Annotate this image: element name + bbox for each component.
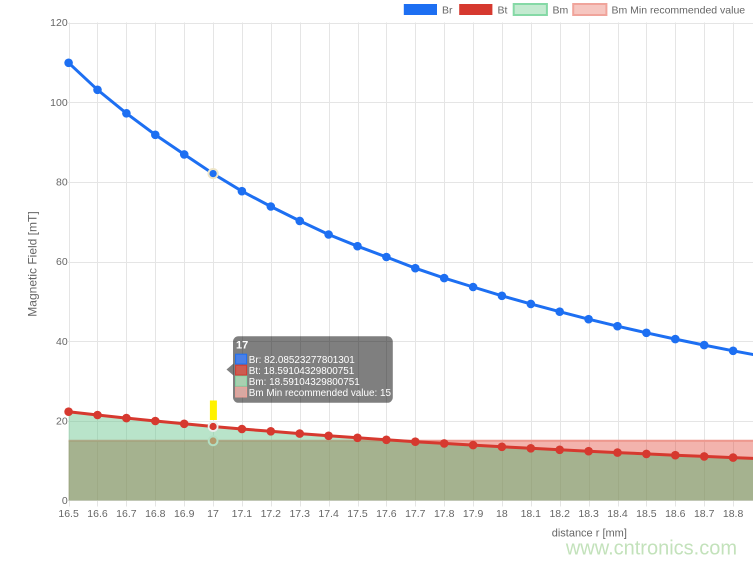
svg-text:17.9: 17.9 xyxy=(463,508,484,520)
svg-text:16.6: 16.6 xyxy=(87,508,108,520)
svg-text:Bm Min recommended value: Bm Min recommended value xyxy=(612,5,746,17)
svg-text:16.7: 16.7 xyxy=(116,508,137,520)
svg-text:distance r [mm]: distance r [mm] xyxy=(552,528,627,540)
svg-text:18.1: 18.1 xyxy=(521,508,542,520)
svg-text:17.1: 17.1 xyxy=(232,508,253,520)
svg-text:17.6: 17.6 xyxy=(376,508,397,520)
svg-text:Bm: Bm xyxy=(553,5,569,17)
svg-text:17.4: 17.4 xyxy=(318,508,339,520)
svg-text:60: 60 xyxy=(56,256,68,268)
svg-text:120: 120 xyxy=(50,17,68,29)
svg-text:0: 0 xyxy=(62,495,68,507)
svg-text:18.7: 18.7 xyxy=(694,508,715,520)
svg-text:18.4: 18.4 xyxy=(607,508,628,520)
svg-text:Bt: Bt xyxy=(498,5,508,17)
svg-text:17.5: 17.5 xyxy=(347,508,368,520)
svg-text:18.5: 18.5 xyxy=(636,508,657,520)
svg-text:18.8: 18.8 xyxy=(723,508,744,520)
svg-text:Br: Br xyxy=(442,5,453,17)
svg-text:16.9: 16.9 xyxy=(174,508,195,520)
svg-text:18.2: 18.2 xyxy=(549,508,570,520)
svg-text:Bm: 18.59104329800751: Bm: 18.59104329800751 xyxy=(249,377,360,388)
svg-text:17: 17 xyxy=(207,508,219,520)
svg-text:17.2: 17.2 xyxy=(261,508,282,520)
svg-text:18.6: 18.6 xyxy=(665,508,686,520)
svg-text:17.7: 17.7 xyxy=(405,508,426,520)
svg-text:www.cntronics.com: www.cntronics.com xyxy=(565,538,737,560)
svg-text:100: 100 xyxy=(50,97,68,109)
svg-text:Bt: 18.59104329800751: Bt: 18.59104329800751 xyxy=(249,366,355,377)
svg-text:18: 18 xyxy=(496,508,508,520)
svg-text:20: 20 xyxy=(56,416,68,428)
svg-text:18.3: 18.3 xyxy=(578,508,599,520)
svg-text:Magnetic Field [mT]: Magnetic Field [mT] xyxy=(26,211,40,316)
svg-text:17.3: 17.3 xyxy=(289,508,310,520)
svg-text:Br: 82.08523277801301: Br: 82.08523277801301 xyxy=(249,355,355,366)
svg-text:17: 17 xyxy=(236,340,248,352)
svg-text:Bm Min recommended value: 15: Bm Min recommended value: 15 xyxy=(249,388,392,399)
svg-text:16.8: 16.8 xyxy=(145,508,166,520)
svg-text:40: 40 xyxy=(56,336,68,348)
svg-text:16.5: 16.5 xyxy=(58,508,79,520)
svg-text:80: 80 xyxy=(56,177,68,189)
svg-text:17.8: 17.8 xyxy=(434,508,455,520)
